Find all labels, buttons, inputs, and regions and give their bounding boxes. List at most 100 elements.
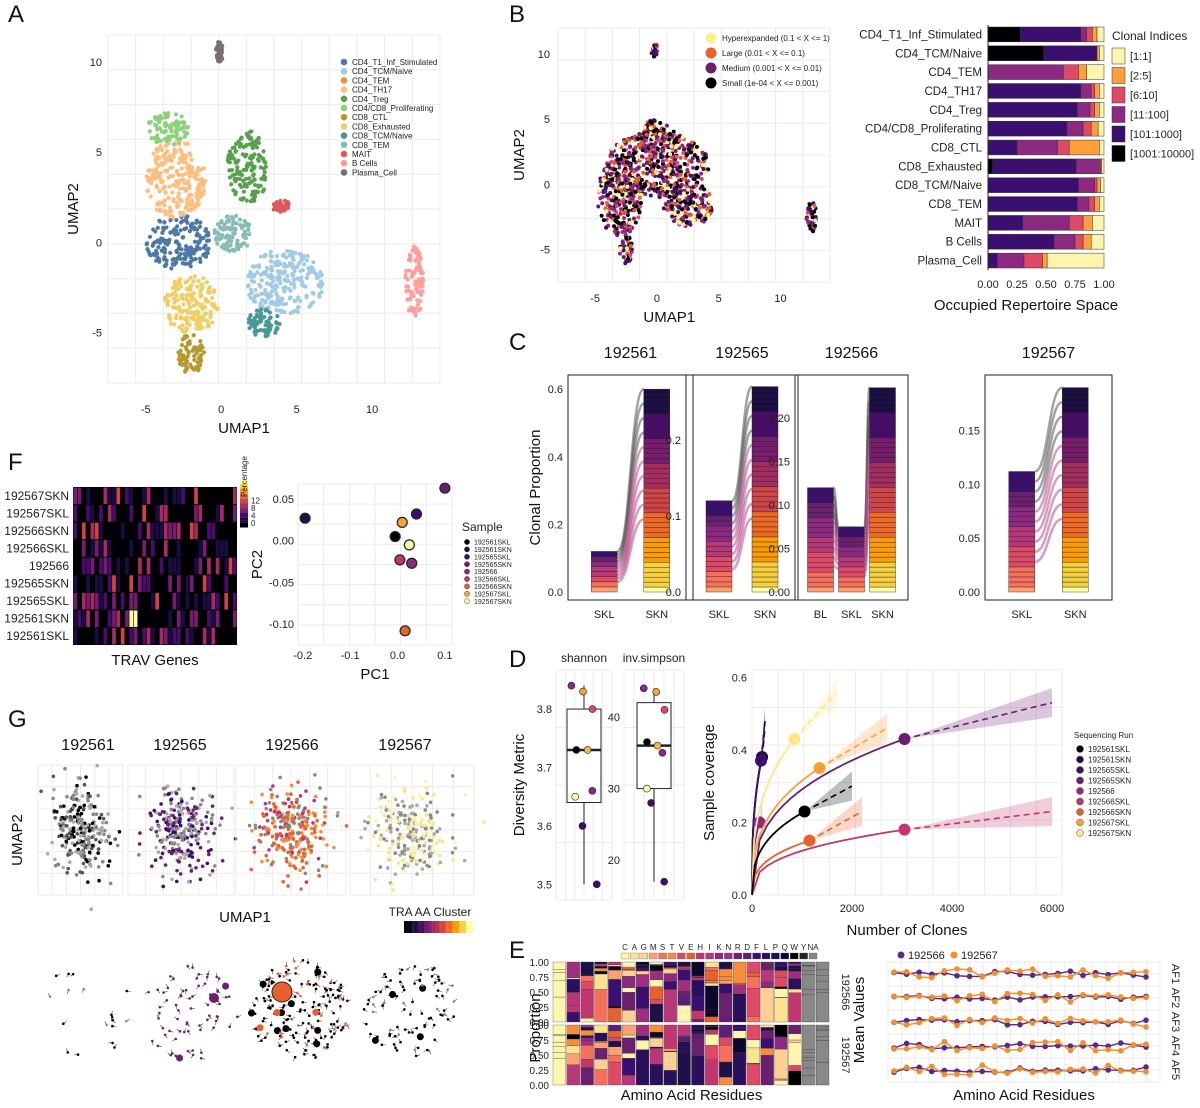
a-cell-point	[245, 243, 250, 248]
g-umap-point	[59, 833, 64, 838]
b-cell-point	[654, 127, 659, 132]
b-bar-legend-label: [1:1]	[1130, 51, 1151, 63]
g-umap-point	[75, 783, 79, 788]
b-cell-point	[678, 164, 683, 169]
f-heatmap-cell	[129, 627, 134, 645]
g-umap-point	[78, 870, 82, 874]
g-umap-point	[174, 791, 179, 796]
f-heatmap-cell	[129, 557, 134, 575]
b-cell-point	[668, 152, 673, 157]
e-residue-segment	[732, 1052, 747, 1086]
b-bar-segment	[1090, 83, 1095, 99]
f-heatmap-cell	[176, 592, 181, 610]
b-cell-point	[628, 225, 633, 230]
a-cell-point	[183, 280, 188, 285]
a-cell-point	[269, 264, 274, 269]
b-cell-point	[627, 172, 632, 177]
a-cell-point	[215, 222, 221, 227]
a-cell-point	[194, 247, 199, 252]
a-cell-point	[212, 305, 217, 310]
f-heatmap-cell	[77, 540, 82, 557]
a-cell-point	[184, 125, 190, 130]
e-y-tick-label: 1.00	[530, 958, 550, 969]
b-bar-segment	[987, 139, 1018, 156]
f-heatmap-cell	[129, 592, 134, 610]
g-umap-point	[177, 787, 181, 791]
f-heatmap-cell	[138, 575, 142, 592]
g-umap-point	[161, 884, 166, 889]
f-heatmap-cell	[198, 505, 203, 522]
b-cell-point	[703, 155, 708, 160]
a-cell-point	[162, 203, 167, 208]
f-heatmap-cell	[163, 540, 168, 557]
f-heatmap-cell	[99, 575, 103, 592]
d-sample-point	[660, 877, 669, 886]
b-bar-segment	[1068, 215, 1084, 231]
e-residue-segment	[635, 986, 650, 1009]
c-stack-segment	[869, 422, 896, 428]
f-heatmap-cell	[228, 487, 233, 505]
f-heatmap-cell	[207, 627, 211, 645]
a-cell-point	[233, 190, 238, 195]
g-umap-point	[321, 837, 326, 841]
d-curve-observed-point	[788, 732, 801, 745]
b-bar-segment	[1082, 215, 1093, 231]
b-cell-point	[636, 215, 641, 220]
b-bar-segment	[1094, 196, 1100, 212]
f-heatmap-legend-gradient	[240, 505, 248, 509]
f-pca-point	[439, 482, 451, 494]
e-legend-residue: D	[744, 943, 750, 952]
c-stack-segment	[869, 482, 896, 488]
a-cell-point	[292, 285, 297, 290]
a-cell-point	[407, 268, 412, 273]
b-bar-segment	[1068, 139, 1100, 156]
f-heatmap-cell	[224, 575, 229, 592]
a-cell-point	[238, 243, 244, 249]
f-heatmap-cell	[94, 487, 99, 505]
g-umap-point	[191, 808, 196, 812]
f-heatmap-cell	[211, 487, 216, 505]
a-cell-point	[145, 241, 150, 246]
e-residue-segment	[594, 961, 608, 965]
a-legend-label: MAIT	[352, 150, 371, 159]
b-cell-point	[703, 170, 708, 175]
g-umap-point	[198, 877, 203, 882]
a-cell-point	[170, 305, 175, 310]
a-cell-point	[148, 194, 153, 199]
a-cell-point	[181, 302, 186, 307]
g-umap-point	[82, 803, 87, 808]
a-cell-point	[166, 209, 171, 214]
d-curve-y-axis-label: Sample coverage	[701, 724, 718, 841]
c-stack-segment	[807, 586, 834, 593]
a-cell-point	[247, 232, 252, 237]
g-umap-point	[154, 845, 158, 850]
d-curve-legend-label: 192566SKL	[1088, 798, 1130, 807]
g-umap-point	[82, 831, 86, 835]
c-stack-segment	[1008, 546, 1035, 553]
f-heatmap-cell	[81, 505, 86, 522]
b-bar-segment	[1078, 177, 1095, 193]
b-cell-point	[701, 204, 706, 209]
b-cell-point	[622, 227, 627, 232]
f-heatmap-cell	[116, 505, 121, 522]
a-cell-point	[178, 220, 184, 225]
f-heatmap-cell	[194, 557, 198, 575]
d-curve-observed-point	[898, 732, 911, 745]
f-heatmap-cell	[86, 610, 90, 627]
c-stack-segment	[705, 551, 733, 557]
b-bar-category-label: CD4_T1_Inf_Stimulated	[859, 29, 982, 41]
f-heatmap-cell	[176, 610, 181, 627]
b-cell-point	[648, 126, 653, 131]
b-bar-category-label: Plasma_Cell	[917, 256, 982, 268]
c-y-tick-label: 0.05	[769, 544, 790, 556]
e-residue-segment	[677, 1024, 691, 1036]
e-legend-residue: M	[650, 943, 657, 952]
c-stack-segment	[869, 407, 896, 413]
a-cell-point	[293, 298, 298, 304]
g-umap-point	[172, 808, 177, 813]
f-pca-point	[403, 539, 415, 551]
f-heatmap-cell	[125, 540, 129, 557]
a-cell-point	[251, 297, 256, 302]
a-cell-point	[304, 258, 309, 263]
